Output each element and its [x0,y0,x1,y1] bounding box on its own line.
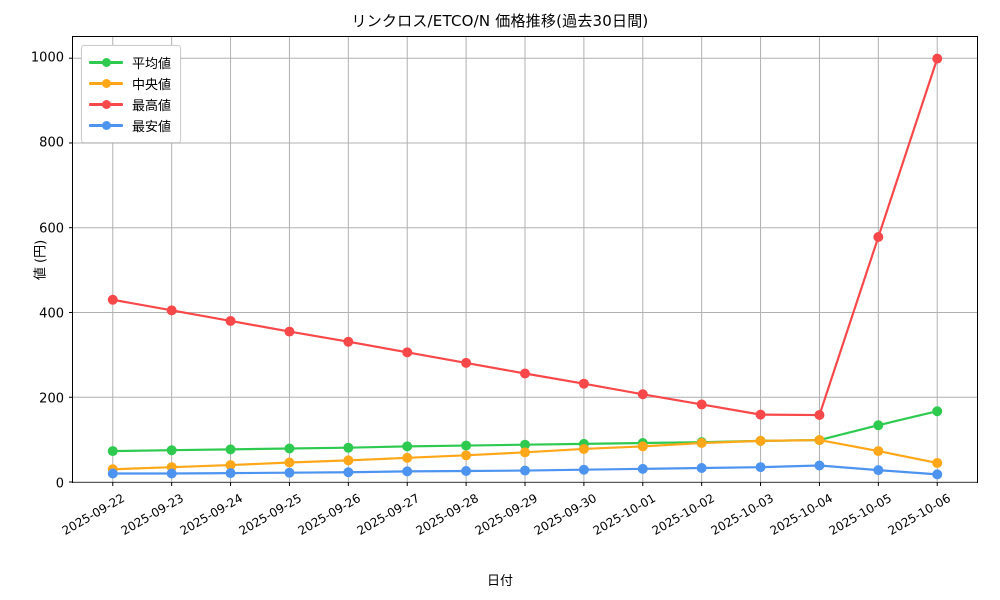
legend-swatch-icon [89,77,123,91]
legend-item: 中央値 [89,73,171,94]
legend-label: 最安値 [132,120,172,135]
x-tick-label: 2025-10-03 [708,491,777,538]
data-point [932,53,943,64]
data-point [225,444,236,455]
data-point [461,450,472,461]
x-tick-label: 2025-10-01 [590,491,659,538]
data-point [225,315,236,326]
data-point [402,347,413,358]
data-point [637,463,648,474]
data-point [166,468,177,479]
data-point [873,232,884,243]
x-axis-label: 日付 [486,574,513,589]
data-point [461,357,472,368]
x-tick-label: 2025-09-26 [295,491,363,538]
y-tick-label: 600 [39,221,64,237]
x-tick-label: 2025-09-24 [177,491,245,538]
x-tick-label: 2025-09-28 [413,491,481,538]
data-point [107,294,118,305]
data-point [873,465,884,476]
data-point [637,389,648,400]
data-point [225,468,236,479]
data-point [520,368,530,379]
x-tick-label: 2025-09-27 [354,491,422,538]
data-point [402,452,413,463]
data-point [166,445,177,456]
data-point [814,460,825,471]
data-point [696,438,707,448]
data-point [932,469,943,480]
grid-lines [69,37,977,486]
data-point [343,442,354,453]
data-point [284,443,295,454]
chart-legend: 平均値中央値最高値最安値 [81,45,182,143]
legend-item: 平均値 [89,52,171,73]
data-point [284,457,295,468]
data-point [402,466,413,477]
legend-label: 最高値 [132,99,172,114]
legend-swatch-icon [89,98,123,112]
data-point [284,326,295,337]
legend-item: 最高値 [89,94,171,115]
legend-item: 最安値 [89,115,171,136]
data-point [578,443,589,454]
data-point [637,441,648,452]
y-axis-label: 値 (円) [33,239,49,280]
legend-swatch-icon [89,56,123,70]
data-point [343,467,354,478]
legend-label: 平均値 [132,57,172,72]
x-tick-label: 2025-10-06 [885,491,954,538]
x-tick-label: 2025-10-04 [767,491,836,538]
data-point [107,468,118,479]
x-tick-label: 2025-09-22 [59,491,127,538]
x-tick-label: 2025-09-23 [118,491,186,538]
x-tick-label: 2025-09-30 [531,491,600,538]
data-point [696,463,707,473]
x-tick-label: 2025-10-05 [826,491,895,538]
x-tick-label: 2025-09-29 [472,491,540,538]
data-point [932,406,943,417]
data-point [402,441,413,452]
data-point [696,399,707,410]
data-point [520,439,530,450]
data-point [461,440,472,451]
x-tick-label: 2025-09-25 [236,491,304,538]
legend-swatch-icon [89,119,123,133]
data-point [578,378,589,389]
series-line [111,57,939,417]
data-point [225,460,236,471]
data-point [520,447,530,458]
data-point [932,457,943,468]
series-lines [107,53,943,480]
data-point [107,446,118,457]
data-point [343,336,354,347]
x-tick-label: 2025-10-02 [649,491,718,538]
y-tick-label: 1000 [30,50,64,66]
plot-area: 1000 800 600 400 200 0 2025-09-22 2025-09-23 20… [31,36,978,538]
data-point [578,464,589,475]
data-point [755,409,766,420]
y-tick-label: 200 [39,391,64,407]
data-point [814,410,825,421]
data-point [284,467,295,478]
y-tick-label: 0 [55,476,64,492]
data-point [873,420,884,431]
data-point [814,435,825,446]
data-point [873,446,884,457]
data-point [343,455,354,466]
data-point [520,465,530,476]
data-point [755,462,766,473]
y-tick-label: 400 [39,306,64,322]
data-point [755,435,766,446]
data-point [461,466,472,476]
legend-label: 中央値 [132,78,172,93]
chart-title: リンクロス/ETCO/N 価格推移(過去30日間) [351,12,649,30]
data-point [166,305,177,316]
y-tick-label: 800 [39,135,64,151]
